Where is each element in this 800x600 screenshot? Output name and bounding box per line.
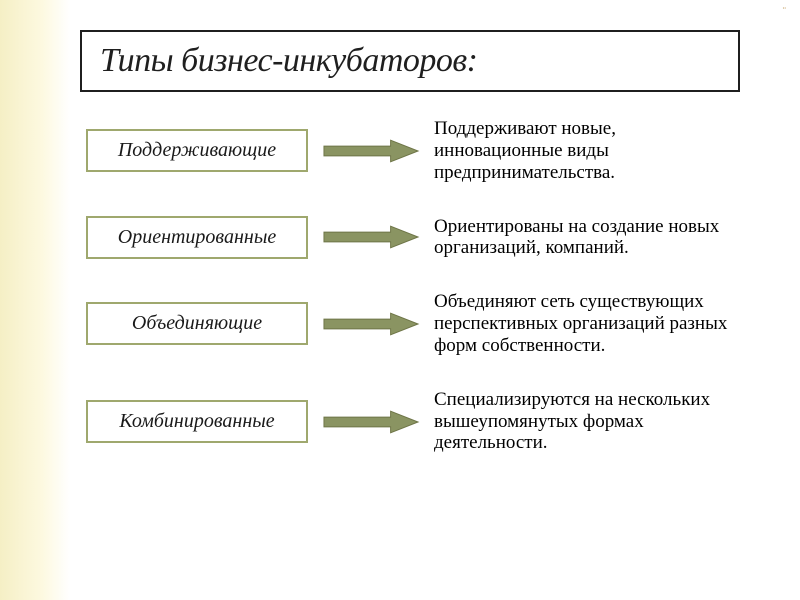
type-description: Объединяют сеть существующих перспективн…	[434, 291, 744, 357]
slide-title-box: Типы бизнес-инкубаторов:	[80, 30, 740, 92]
arrow-icon	[322, 224, 420, 250]
type-box-oriented: Ориентированные	[86, 216, 308, 259]
type-box-supporting: Поддерживающие	[86, 129, 308, 172]
slide-content: Типы бизнес-инкубаторов: Поддерживающие …	[0, 0, 800, 600]
type-box-combined: Комбинированные	[86, 400, 308, 443]
type-description: Ориентированы на создание новых организа…	[434, 216, 744, 260]
type-box-uniting: Объединяющие	[86, 302, 308, 345]
type-description: Поддерживают новые, инновационные виды п…	[434, 118, 744, 184]
type-rows: Поддерживающие Поддерживают новые, иннов…	[86, 118, 770, 454]
type-row: Объединяющие Объединяют сеть существующи…	[86, 291, 770, 357]
type-row: Комбинированные Специализируются на неск…	[86, 389, 770, 455]
slide-title: Типы бизнес-инкубаторов:	[100, 42, 720, 80]
type-description: Специализируются на нескольких вышеупомя…	[434, 389, 744, 455]
type-row: Поддерживающие Поддерживают новые, иннов…	[86, 118, 770, 184]
arrow-icon	[322, 311, 420, 337]
arrow-icon	[322, 138, 420, 164]
arrow-icon	[322, 409, 420, 435]
type-row: Ориентированные Ориентированы на создани…	[86, 216, 770, 260]
